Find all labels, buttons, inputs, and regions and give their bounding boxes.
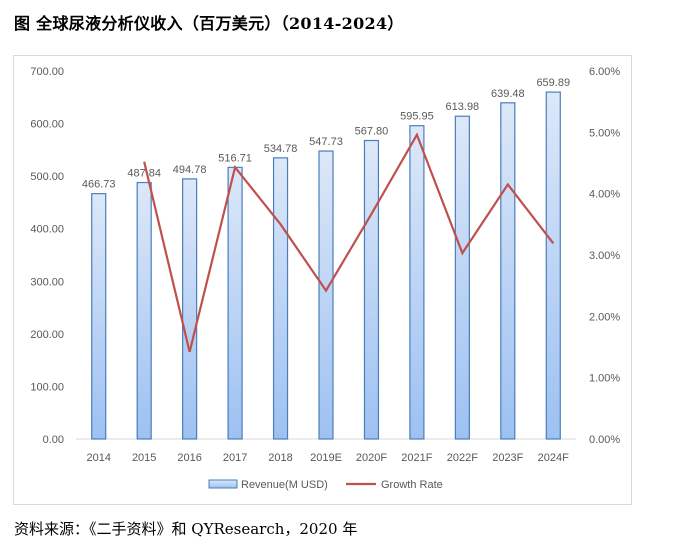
bar-data-label: 567.80	[355, 125, 389, 137]
x-axis-tick: 2024F	[538, 452, 569, 464]
right-axis-tick: 5.00%	[589, 127, 620, 139]
revenue-bar	[500, 102, 516, 440]
source-note: 资料来源：《二手资料》和 QYResearch，2020 年	[14, 520, 358, 538]
bar-data-label: 613.98	[446, 101, 480, 113]
left-axis-tick: 200.00	[30, 329, 64, 341]
legend-revenue-label: Revenue(M USD)	[241, 479, 328, 491]
left-axis-tick: 100.00	[30, 381, 64, 393]
revenue-bar	[272, 157, 289, 440]
bar-data-label: 595.95	[400, 111, 434, 123]
left-axis-tick: 300.00	[30, 276, 64, 288]
x-axis-tick: 2014	[86, 452, 110, 464]
chart-title: 图 全球尿液分析仪收入（百万美元）（2014-2024）	[14, 14, 404, 33]
legend-revenue-swatch	[208, 479, 238, 489]
left-axis-tick: 500.00	[30, 171, 64, 183]
right-axis-tick: 0.00%	[589, 434, 620, 446]
x-axis-tick: 2016	[177, 452, 201, 464]
bar-data-label: 639.48	[491, 88, 525, 100]
legend-growth-label: Growth Rate	[381, 479, 443, 491]
x-axis-tick: 2017	[223, 452, 247, 464]
bar-data-label: 516.71	[218, 152, 252, 164]
right-axis-tick: 3.00%	[589, 250, 620, 262]
left-axis-tick: 600.00	[30, 119, 64, 131]
chart-container: 0.00 100.00 200.00 300.00 400.00 500.00 600.00…	[13, 55, 632, 505]
revenue-bar	[409, 125, 425, 440]
revenue-bar	[545, 91, 561, 440]
chart: 0.00 100.00 200.00 300.00 400.00 500.00 600.00…	[30, 66, 620, 491]
left-axis-tick: 700.00	[30, 66, 64, 78]
bar-data-label: 466.73	[82, 179, 116, 191]
right-axis-tick: 4.00%	[589, 189, 620, 201]
x-axis-tick: 2022F	[447, 452, 478, 464]
revenue-bar	[136, 181, 152, 440]
x-axis-tick: 2015	[132, 452, 156, 464]
bar-data-label: 487.84	[127, 168, 161, 180]
revenue-bar	[227, 166, 243, 440]
revenue-bar	[363, 139, 380, 440]
x-axis-tick: 2019E	[310, 452, 342, 464]
revenue-bar	[318, 150, 334, 440]
bar-data-label: 547.73	[309, 136, 343, 148]
x-axis-tick: 2023F	[492, 452, 523, 464]
revenue-bar	[91, 193, 107, 440]
x-axis-tick: 2018	[268, 452, 292, 464]
x-axis-tick: 2020F	[356, 452, 387, 464]
left-axis-tick: 0.00	[43, 434, 64, 446]
revenue-bar	[454, 115, 470, 440]
bar-data-label: 494.78	[173, 164, 207, 176]
x-axis-tick: 2021F	[401, 452, 432, 464]
bar-data-label: 534.78	[264, 143, 298, 155]
bar-data-label: 659.89	[536, 77, 570, 89]
growth-rate-line	[143, 132, 555, 353]
right-axis-tick: 1.00%	[589, 373, 620, 385]
revenue-bar	[182, 178, 198, 440]
right-axis-tick: 6.00%	[589, 66, 620, 78]
right-axis-tick: 2.00%	[589, 311, 620, 323]
left-axis-tick: 400.00	[30, 224, 64, 236]
